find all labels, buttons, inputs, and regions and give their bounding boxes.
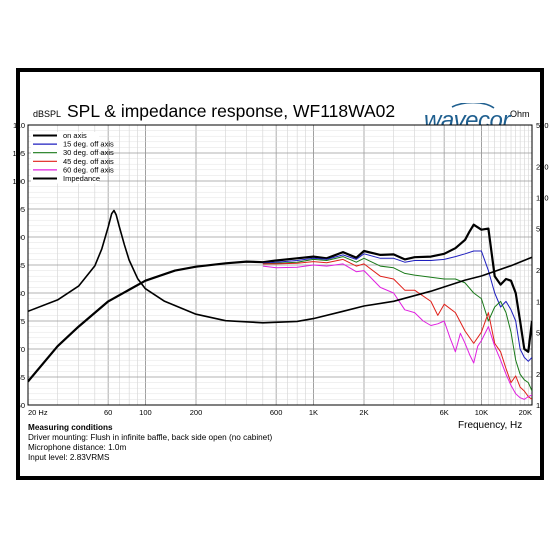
legend-entry: 45 deg. off axis [63, 157, 114, 166]
legend-bg [31, 175, 99, 184]
legend-entry: 30 deg. off axis [63, 148, 114, 157]
series-line-impedance [28, 209, 532, 324]
y-tick-label: 90 [17, 233, 25, 242]
x-tick-label: 10K [475, 408, 488, 417]
y-tick-label: 105 [12, 149, 25, 158]
series-line-15-deg-off-axis [262, 250, 532, 362]
y2-tick-label: 5 [536, 328, 540, 337]
legend-bg [31, 140, 99, 150]
conditions-line: Driver mounting: Flush in infinite baffl… [28, 433, 273, 442]
y2-tick-label: 1 [536, 401, 540, 410]
right-axis-unit: Ohm [510, 109, 530, 119]
y-tick-label: 85 [17, 261, 25, 270]
x-tick-label: 200 [190, 408, 203, 417]
x-tick-label: 20K [519, 408, 532, 417]
legend-bg [31, 166, 99, 175]
conditions-heading: Measuring conditions [28, 423, 113, 432]
legend-entry: 60 deg. off axis [63, 165, 114, 174]
y-tick-label: 70 [17, 345, 25, 354]
series-line-30-deg-off-axis [262, 256, 532, 392]
left-axis-unit: dBSPL [33, 109, 62, 119]
y2-tick-label: 100 [536, 194, 549, 203]
chart-title: SPL & impedance response, WF118WA02 [67, 101, 396, 121]
y2-tick-label: 50 [536, 225, 544, 234]
y2-tick-label: 500 [536, 121, 549, 130]
series-line-on-axis [28, 223, 532, 383]
series-line-60-deg-off-axis [262, 263, 532, 400]
legend-bg [31, 149, 99, 158]
y-tick-label: 60 [17, 401, 25, 410]
y2-tick-label: 20 [536, 266, 544, 275]
measuring-conditions: Measuring conditions Driver mounting: Fl… [28, 423, 272, 463]
x-tick-label: 100 [139, 408, 152, 417]
x-tick-label: 60 [104, 408, 112, 417]
x-tick-label: 20 Hz [28, 408, 48, 417]
y-tick-label: 65 [17, 373, 25, 382]
y-tick-label: 110 [13, 121, 25, 130]
y-tick-label: 80 [17, 289, 25, 298]
legend-entry: 15 deg. off axis [63, 140, 114, 149]
x-tick-label: 2K [359, 408, 368, 417]
y2-tick-label: 200 [536, 162, 549, 171]
legend-bg [31, 157, 99, 167]
y2-tick-label: 2 [536, 370, 540, 379]
legend-entry: on axis [63, 131, 87, 140]
conditions-line: Microphone distance: 1.0m [28, 443, 127, 452]
y2-tick-label: 10 [536, 297, 544, 306]
x-tick-label: 600 [270, 408, 283, 417]
conditions-line: Input level: 2.83VRMS [28, 453, 110, 462]
x-axis-label: Frequency, Hz [458, 420, 523, 431]
y-tick-label: 75 [17, 317, 25, 326]
y-tick-label: 95 [17, 205, 25, 214]
x-tick-label: 6K [440, 408, 449, 417]
legend-entry: Impedance [63, 174, 100, 183]
x-tick-label: 1K [309, 408, 318, 417]
plot-border [27, 124, 533, 406]
series-line-45-deg-off-axis [262, 258, 532, 400]
y-tick-label: 100 [12, 177, 25, 186]
legend-bg [31, 132, 99, 141]
